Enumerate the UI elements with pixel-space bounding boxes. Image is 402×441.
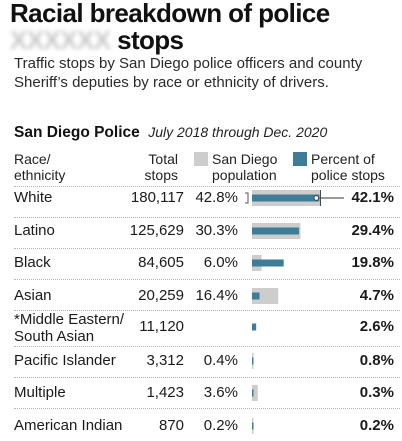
population-bar: [252, 385, 258, 401]
stops-bar: [252, 357, 254, 365]
section-name: San Diego Police: [14, 124, 140, 141]
row-divider: [14, 248, 400, 249]
stops-bar: [252, 323, 257, 331]
total-stops-value: 11,120: [139, 318, 184, 335]
total-stops-value: 3,312: [146, 352, 184, 369]
stops-bar: [252, 422, 254, 430]
row-divider: [14, 217, 400, 218]
stops-percent-value: 42.1%: [351, 189, 394, 206]
stops-bar: [252, 389, 254, 397]
population-value: 6.0%: [203, 254, 238, 271]
race-label: White: [14, 189, 53, 206]
header-population-line1: San Diego: [212, 151, 278, 167]
row-divider: [14, 310, 400, 311]
population-bar: [252, 288, 279, 304]
header-race: Race/ ethnicity: [14, 151, 65, 183]
race-label: Pacific Islander: [14, 352, 116, 369]
stops-percent-value: 29.4%: [351, 222, 394, 239]
race-label: Asian: [14, 287, 52, 304]
title-line-2-word: stops: [117, 25, 184, 55]
header-population: San Diego population: [212, 151, 277, 183]
stops-percent-value: 0.3%: [359, 384, 394, 401]
row-divider: [14, 186, 400, 187]
population-leader-bracket: [245, 192, 249, 204]
stops-percent-value: 4.7%: [359, 287, 394, 304]
legend-stops-swatch: [293, 152, 307, 166]
section-range: July 2018 through Dec. 2020: [148, 124, 328, 140]
population-value: 42.8%: [195, 189, 238, 206]
race-label: Black: [14, 254, 51, 271]
title-line-2: XXXXXX stops: [10, 27, 400, 54]
stops-leader-dot: [313, 195, 320, 201]
stops-bar: [252, 227, 300, 235]
header-race-line2: ethnicity: [14, 167, 66, 183]
race-label: *Middle Eastern/ South Asian: [14, 311, 125, 345]
header-stops-line1: Total: [148, 151, 178, 167]
population-value: 3.6%: [203, 384, 238, 401]
row-divider: [14, 346, 400, 347]
population-value: 0.4%: [203, 352, 238, 369]
chart-title: Racial breakdown of police XXXXXX stops: [10, 0, 400, 54]
total-stops-value: 20,259: [138, 287, 184, 304]
total-stops-value: 180,117: [130, 189, 184, 206]
total-stops-value: 1,423: [146, 384, 184, 401]
title-line-1: Racial breakdown of police: [10, 0, 330, 28]
header-race-line1: Race/: [14, 151, 51, 167]
stops-percent-value: 19.8%: [351, 254, 394, 271]
chart-subtitle: Traffic stops by San Diego police office…: [14, 55, 363, 91]
header-stops-line2: stops: [144, 167, 178, 183]
total-stops-value: 125,629: [129, 222, 184, 239]
race-label: Multiple: [14, 384, 66, 401]
stops-bar: [252, 194, 320, 202]
header-percent-line1: Percent of: [311, 151, 375, 167]
legend-population-swatch: [194, 152, 208, 166]
stops-percent-value: 0.2%: [359, 417, 394, 434]
header-population-line2: population: [212, 167, 277, 183]
row-divider: [14, 279, 400, 280]
stops-percent-value: 0.8%: [359, 352, 394, 369]
population-value: 0.2%: [203, 417, 238, 434]
total-stops-value: 870: [158, 417, 184, 434]
header-percent: Percent of police stops: [311, 151, 385, 183]
row-divider: [14, 377, 400, 378]
header-percent-line2: police stops: [311, 167, 385, 183]
row-divider: [14, 408, 400, 409]
race-label: Latino: [14, 222, 55, 239]
header-stops: Total stops: [120, 151, 178, 183]
race-label: American Indian: [14, 417, 123, 434]
stops-bar: [252, 292, 260, 300]
stops-bar: [252, 259, 284, 267]
population-value: 30.3%: [195, 222, 238, 239]
stops-percent-value: 2.6%: [359, 318, 394, 335]
title-obscured-word: XXXXXX: [10, 25, 111, 55]
population-value: 16.4%: [195, 287, 238, 304]
section-heading: San Diego Police July 2018 through Dec. …: [14, 124, 327, 142]
total-stops-value: 84,605: [138, 254, 184, 271]
